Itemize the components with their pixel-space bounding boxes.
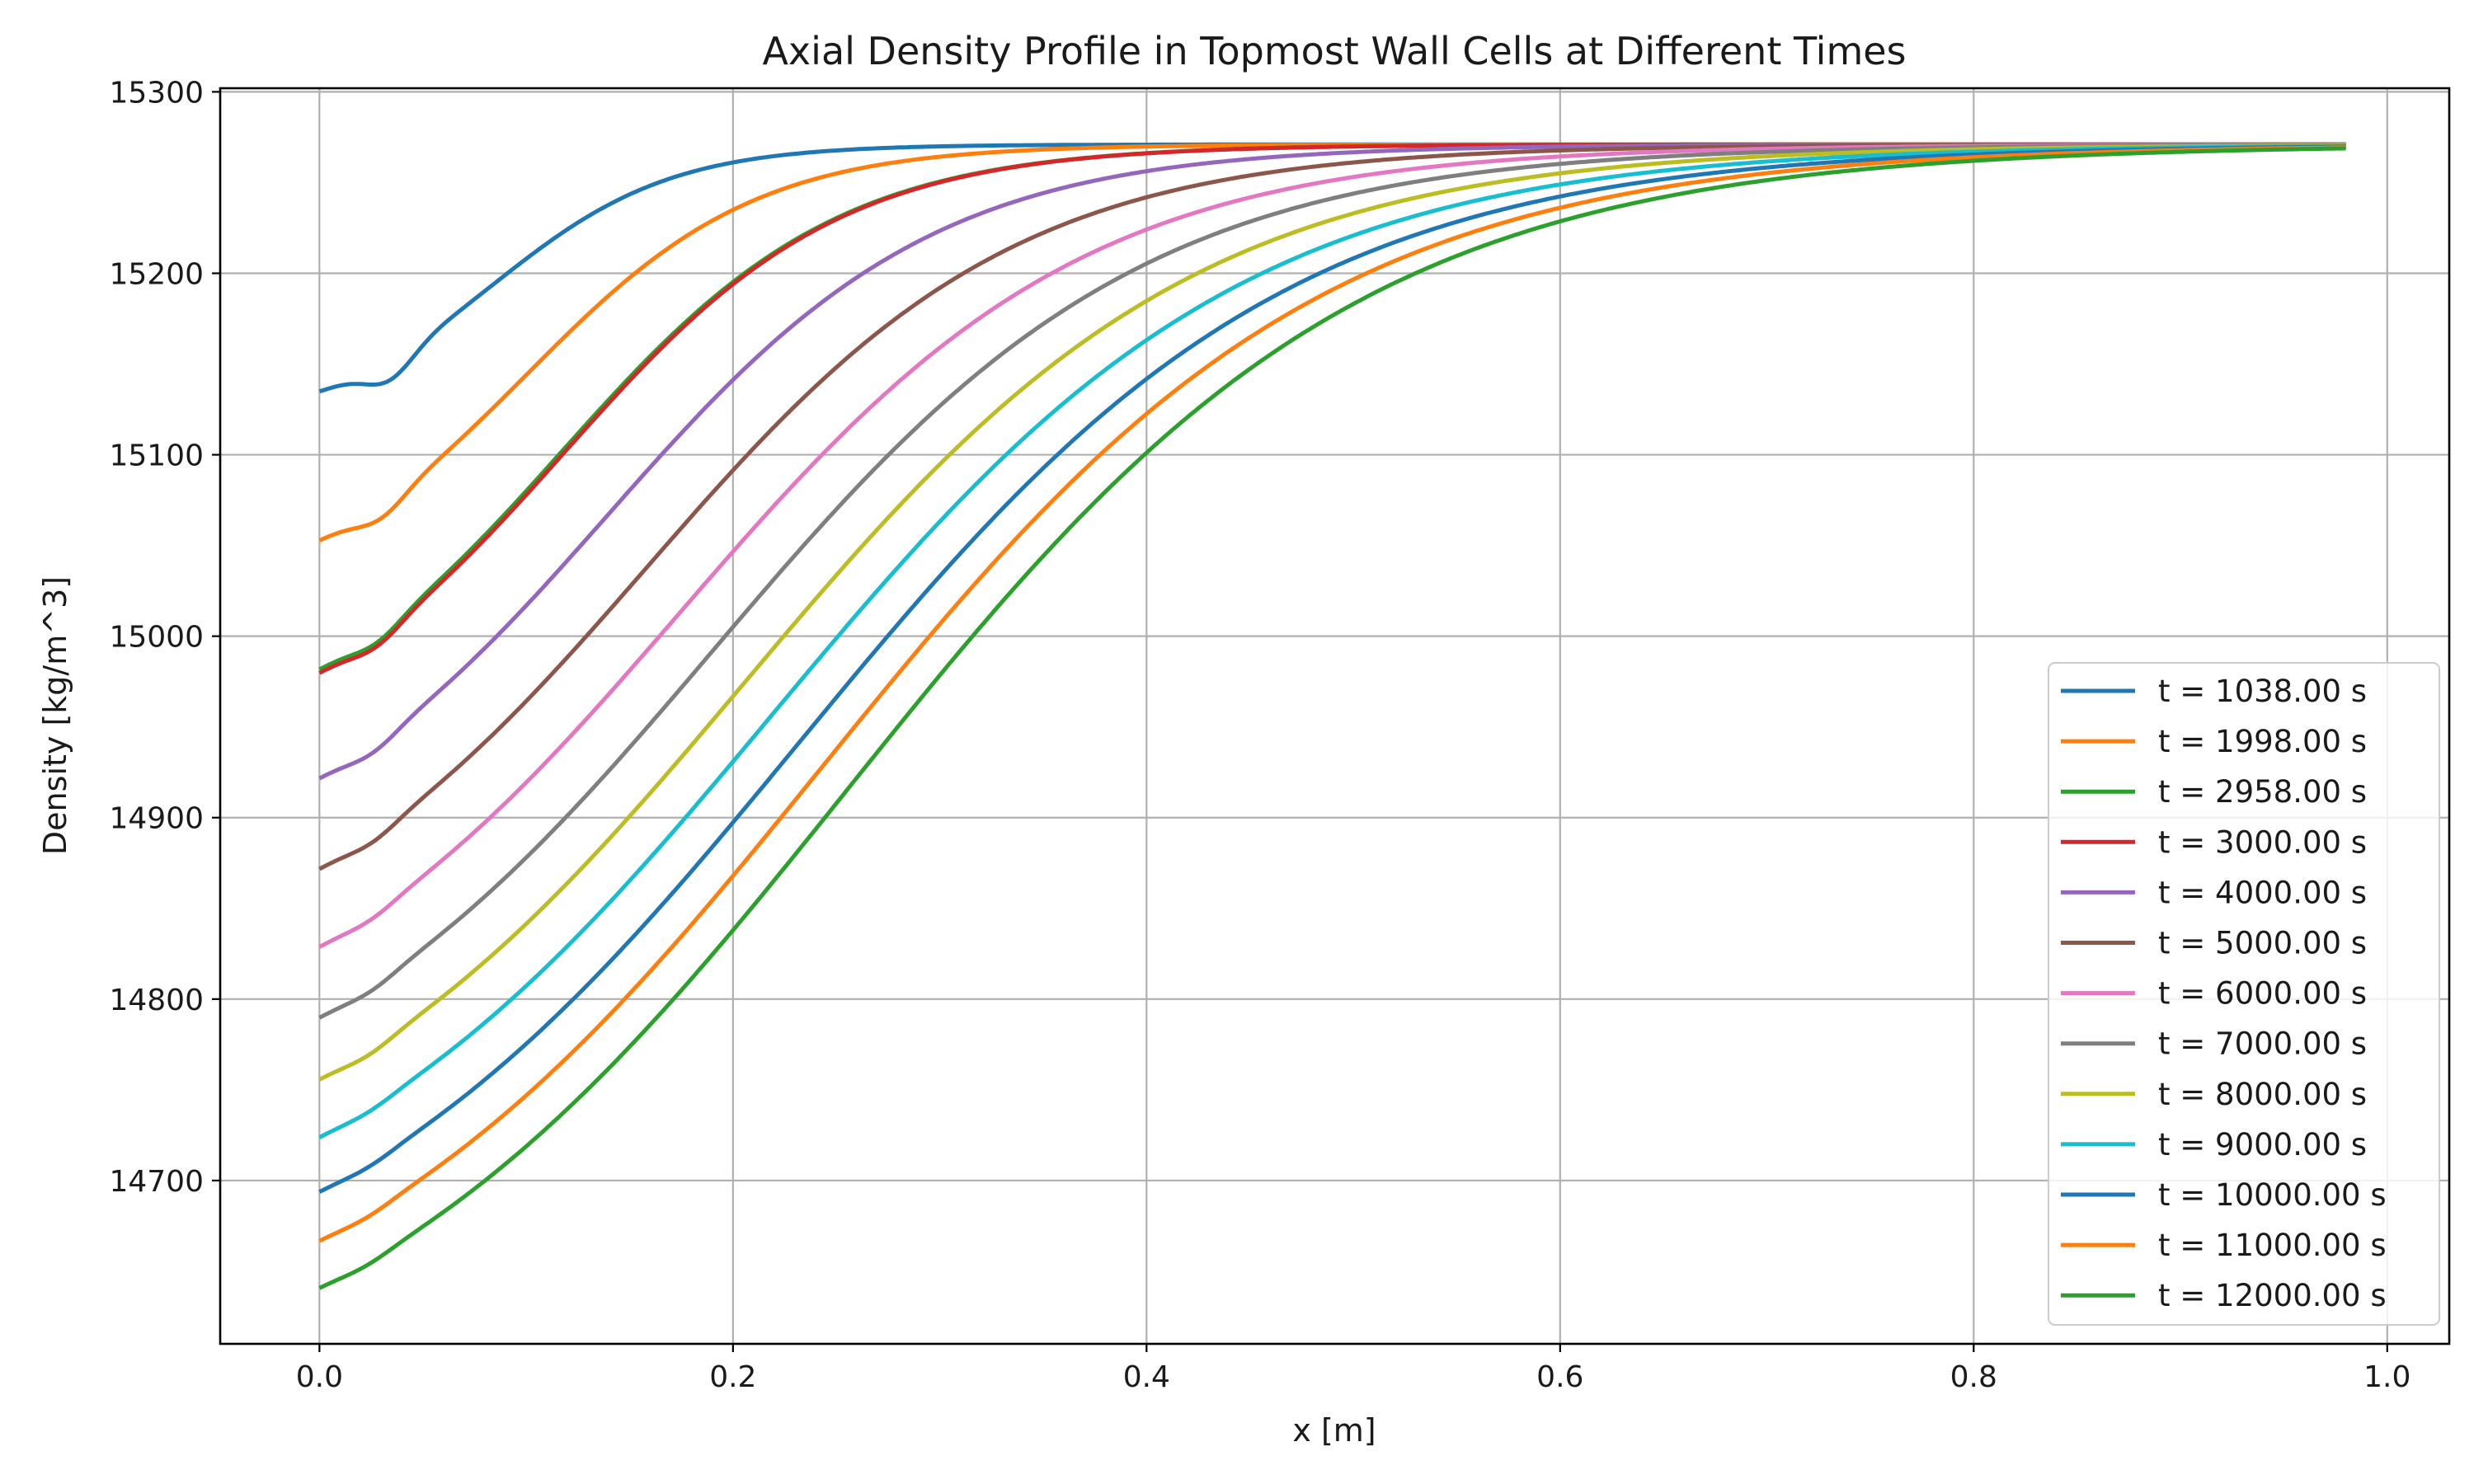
series-line [318,146,2346,1290]
legend-label: t = 2958.00 s [2158,774,2367,810]
legend-label: t = 4000.00 s [2158,875,2367,910]
legend-label: t = 5000.00 s [2158,926,2367,961]
series-line [318,145,2346,1243]
x-tick-label: 1.0 [2363,1360,2411,1394]
legend-label: t = 10000.00 s [2158,1177,2387,1213]
legend-label: t = 6000.00 s [2158,976,2367,1012]
legend-label: t = 12000.00 s [2158,1278,2387,1313]
legend-label: t = 3000.00 s [2158,824,2367,860]
x-tick-label: 0.8 [1950,1360,1997,1394]
series-line [318,143,2346,1139]
plot-frame [219,87,2451,1345]
legend-label: t = 8000.00 s [2158,1077,2367,1112]
y-tick-label: 15200 [109,257,204,291]
y-tick-label: 14700 [109,1165,204,1199]
legend-label: t = 1038.00 s [2158,674,2367,709]
y-tick-label: 14900 [109,802,204,836]
legend-label: t = 11000.00 s [2158,1228,2387,1263]
y-tick-label: 15100 [109,439,204,473]
axis-ticks: 0.0 0.2 0.4 0.6 0.8 1.0 14700 14800 14900 15000 15… [109,76,2411,1394]
series-line [318,144,2346,1194]
y-axis-label: Density [kg/m^3] [37,576,73,855]
legend-label: t = 7000.00 s [2158,1026,2367,1062]
legend: t = 1038.00 s t = 1998.00 s t = 2958.00 s t… [2048,662,2440,1326]
x-tick-label: 0.4 [1123,1360,1170,1394]
x-tick-label: 0.6 [1536,1360,1583,1394]
legend-label: t = 1998.00 s [2158,724,2367,759]
legend-label: t = 9000.00 s [2158,1127,2367,1162]
y-tick-label: 15000 [109,621,204,655]
series-lines [318,142,2346,1290]
x-axis-label: x [m] [1292,1412,1376,1449]
x-tick-label: 0.2 [709,1360,756,1394]
chart-title: Axial Density Profile in Topmost Wall Ce… [762,29,1906,73]
y-tick-label: 14800 [109,984,204,1017]
x-tick-label: 0.0 [296,1360,343,1394]
y-tick-label: 15300 [109,76,204,110]
legend-box [2048,662,2440,1326]
series-line [318,143,2346,1082]
